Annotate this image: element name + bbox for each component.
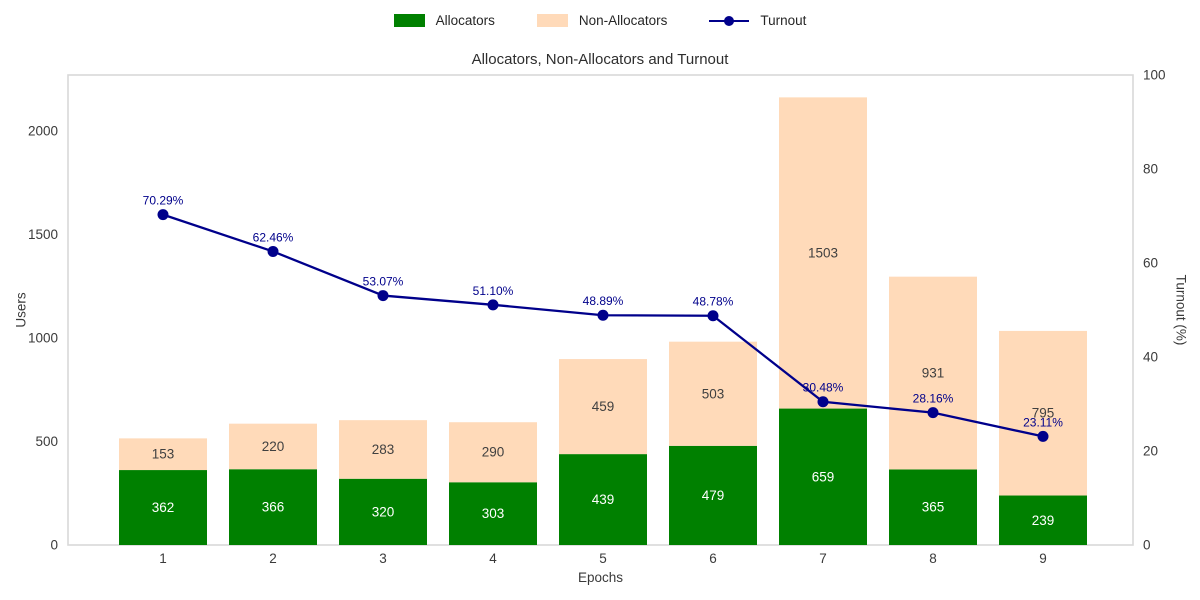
bar-value-allocators-epoch-5: 439 [592, 492, 615, 507]
bar-value-non-allocators-epoch-1: 153 [152, 447, 175, 462]
x-axis-tick: 3 [379, 551, 387, 566]
x-axis-tick: 8 [929, 551, 937, 566]
x-axis-tick: 6 [709, 551, 717, 566]
turnout-point-label-epoch-7: 30.48% [803, 381, 844, 395]
bar-allocators-epoch-4 [449, 482, 537, 545]
turnout-marker-epoch-3 [377, 290, 389, 302]
bar-value-non-allocators-epoch-2: 220 [262, 439, 285, 454]
bar-allocators-epoch-8 [889, 469, 977, 545]
y-axis-tick-right: 100 [1143, 68, 1166, 83]
turnout-marker-epoch-5 [597, 309, 609, 321]
x-axis-tick: 7 [819, 551, 827, 566]
y-axis-tick-right: 20 [1143, 444, 1158, 459]
bar-value-non-allocators-epoch-3: 283 [372, 442, 395, 457]
turnout-marker-epoch-4 [487, 299, 499, 311]
y-axis-tick-left: 1000 [28, 330, 58, 345]
bar-allocators-epoch-9 [999, 495, 1087, 545]
chart-legend: Allocators Non-Allocators Turnout [0, 13, 1200, 28]
y-axis-tick-right: 40 [1143, 350, 1158, 365]
y-axis-tick-right: 80 [1143, 162, 1158, 177]
y-axis-label-left: Users [13, 292, 29, 328]
y-axis-tick-left: 500 [35, 434, 58, 449]
bar-value-non-allocators-epoch-5: 459 [592, 399, 615, 414]
legend-item-turnout: Turnout [709, 13, 806, 28]
bar-allocators-epoch-6 [669, 445, 757, 545]
bar-value-non-allocators-epoch-4: 290 [482, 445, 505, 460]
y-axis-tick-right: 0 [1143, 538, 1151, 553]
legend-item-allocators: Allocators [393, 13, 495, 28]
bar-value-allocators-epoch-7: 659 [812, 469, 835, 484]
x-axis-tick: 1 [159, 551, 167, 566]
legend-label-allocators: Allocators [435, 13, 495, 28]
bar-allocators-epoch-3 [339, 478, 427, 545]
bar-allocators-epoch-1 [119, 470, 207, 545]
allocators-swatch-icon [393, 14, 425, 27]
bar-value-allocators-epoch-8: 365 [922, 500, 945, 515]
legend-label-turnout: Turnout [760, 13, 807, 28]
bar-allocators-epoch-5 [559, 454, 647, 545]
x-axis-tick: 5 [599, 551, 607, 566]
bar-value-allocators-epoch-1: 362 [152, 500, 175, 515]
bar-non-allocators-epoch-4 [449, 422, 537, 483]
bar-value-allocators-epoch-3: 320 [372, 504, 395, 519]
bar-non-allocators-epoch-6 [669, 341, 757, 446]
bar-non-allocators-epoch-1 [119, 438, 207, 471]
y-axis-tick-left: 2000 [28, 123, 58, 138]
y-axis-tick-left: 0 [50, 538, 58, 553]
turnout-point-label-epoch-6: 48.78% [693, 295, 734, 309]
y-axis-tick-right: 60 [1143, 256, 1158, 271]
bar-value-allocators-epoch-4: 303 [482, 506, 505, 521]
bar-value-non-allocators-epoch-6: 503 [702, 386, 725, 401]
bar-non-allocators-epoch-5 [559, 359, 647, 455]
turnout-marker-epoch-1 [157, 209, 169, 221]
bar-value-allocators-epoch-9: 239 [1032, 513, 1055, 528]
turnout-point-label-epoch-8: 28.16% [913, 392, 954, 406]
bar-non-allocators-epoch-8 [889, 276, 977, 470]
bar-value-allocators-epoch-6: 479 [702, 488, 725, 503]
bar-non-allocators-epoch-2 [229, 423, 317, 470]
turnout-marker-epoch-2 [267, 245, 279, 257]
bar-non-allocators-epoch-7 [779, 97, 867, 409]
bar-non-allocators-epoch-9 [999, 330, 1087, 496]
bar-value-non-allocators-epoch-8: 931 [922, 366, 945, 381]
bar-allocators-epoch-7 [779, 408, 867, 545]
turnout-line-dot-icon [709, 15, 750, 27]
bar-value-allocators-epoch-2: 366 [262, 500, 285, 515]
legend-item-non-allocators: Non-Allocators [536, 13, 668, 28]
x-axis-tick: 4 [489, 551, 497, 566]
y-axis-label-right: Turnout (%) [1173, 274, 1189, 346]
turnout-point-label-epoch-5: 48.89% [583, 294, 624, 308]
bar-value-non-allocators-epoch-7: 1503 [808, 245, 838, 260]
legend-label-non-allocators: Non-Allocators [578, 13, 668, 28]
bar-allocators-epoch-2 [229, 469, 317, 545]
x-axis-tick: 2 [269, 551, 277, 566]
turnout-point-label-epoch-3: 53.07% [363, 275, 404, 289]
turnout-marker-epoch-6 [707, 310, 719, 322]
bar-non-allocators-epoch-3 [339, 420, 427, 479]
x-axis-tick: 9 [1039, 551, 1047, 566]
chart-title: Allocators, Non-Allocators and Turnout [471, 51, 729, 68]
x-axis-label: Epochs [577, 570, 624, 585]
turnout-marker-epoch-7 [817, 396, 829, 408]
turnout-point-label-epoch-1: 70.29% [143, 194, 184, 208]
bar-value-non-allocators-epoch-9: 795 [1032, 406, 1055, 421]
y-axis-tick-left: 1500 [28, 227, 58, 242]
turnout-point-label-epoch-9: 23.11% [1023, 415, 1063, 429]
turnout-marker-epoch-8 [927, 407, 939, 419]
turnout-point-label-epoch-2: 62.46% [253, 230, 294, 244]
turnout-marker-epoch-9 [1037, 430, 1049, 442]
non-allocators-swatch-icon [536, 14, 568, 27]
turnout-point-label-epoch-4: 51.10% [473, 284, 514, 298]
